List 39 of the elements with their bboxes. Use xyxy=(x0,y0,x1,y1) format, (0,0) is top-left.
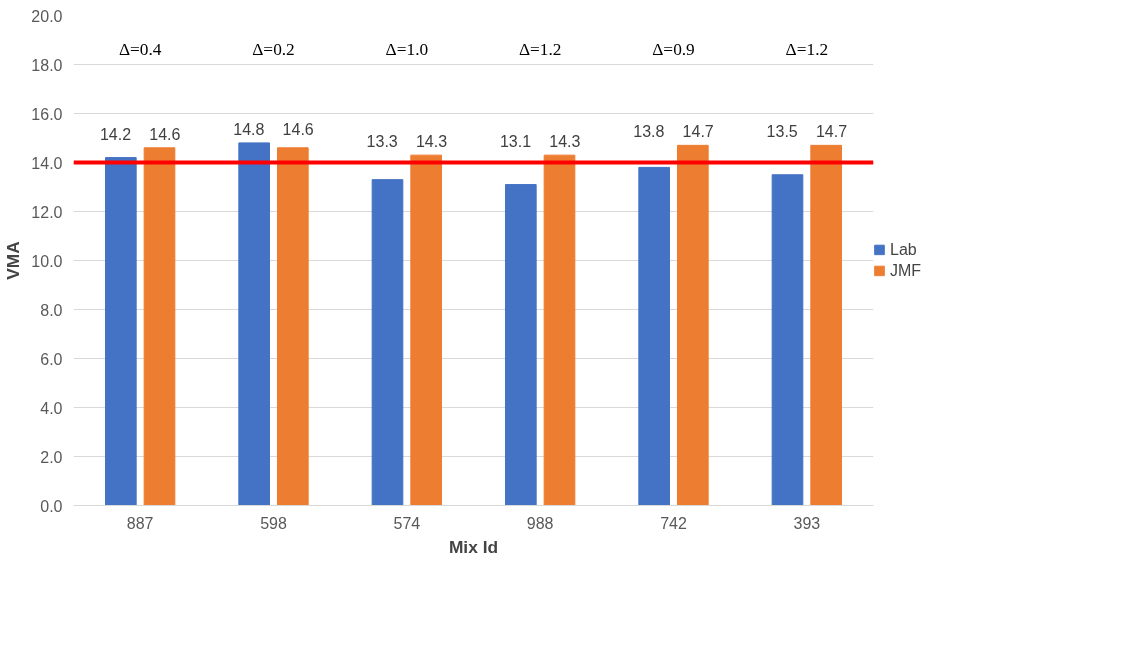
y-tick-label: 10.0 xyxy=(31,252,63,270)
data-label: 13.8 xyxy=(633,123,665,141)
data-label: 14.7 xyxy=(682,123,714,141)
data-label: 14.2 xyxy=(99,125,132,143)
x-tick-label: 742 xyxy=(660,514,687,532)
y-tick-label: 8.0 xyxy=(40,301,63,319)
y-tick-label: 6.0 xyxy=(40,350,63,368)
legend-label: Lab xyxy=(890,240,917,259)
x-tick-label: 887 xyxy=(126,514,154,532)
data-label: 14.6 xyxy=(149,125,181,143)
x-tick-label: 598 xyxy=(260,514,287,532)
y-tick-label: 20.0 xyxy=(31,7,63,25)
y-tick-label: 4.0 xyxy=(40,399,63,417)
x-tick-label: 574 xyxy=(393,514,421,532)
annotation: Δ=0.4 xyxy=(118,40,162,60)
data-label: 14.6 xyxy=(282,120,314,138)
y-axis-title: VMA xyxy=(3,240,24,280)
data-label: 13.3 xyxy=(366,133,398,151)
data-label: 14.7 xyxy=(815,123,848,141)
data-label: 14.3 xyxy=(415,133,448,151)
y-tick-label: 0.0 xyxy=(40,497,63,515)
y-tick-label: 18.0 xyxy=(31,56,63,74)
legend-label: JMF xyxy=(890,261,922,280)
y-tick-label: 14.0 xyxy=(31,154,63,172)
data-label: 14.8 xyxy=(233,120,265,138)
annotation: Δ=1.0 xyxy=(385,40,429,60)
x-tick-label: 988 xyxy=(526,514,554,532)
annotation: Δ=1.2 xyxy=(785,40,829,60)
annotation: Δ=1.2 xyxy=(518,40,562,60)
annotation: Δ=0.2 xyxy=(252,40,295,60)
data-label: 13.1 xyxy=(499,133,532,151)
y-tick-label: 12.0 xyxy=(31,203,63,221)
x-tick-label: 393 xyxy=(793,514,821,532)
y-tick-label: 2.0 xyxy=(40,448,63,466)
x-axis-title: Mix Id xyxy=(448,536,499,557)
data-label: 13.5 xyxy=(766,123,798,141)
annotation: Δ=0.9 xyxy=(652,40,695,60)
data-label: 14.3 xyxy=(549,133,581,151)
y-tick-label: 16.0 xyxy=(31,105,63,123)
